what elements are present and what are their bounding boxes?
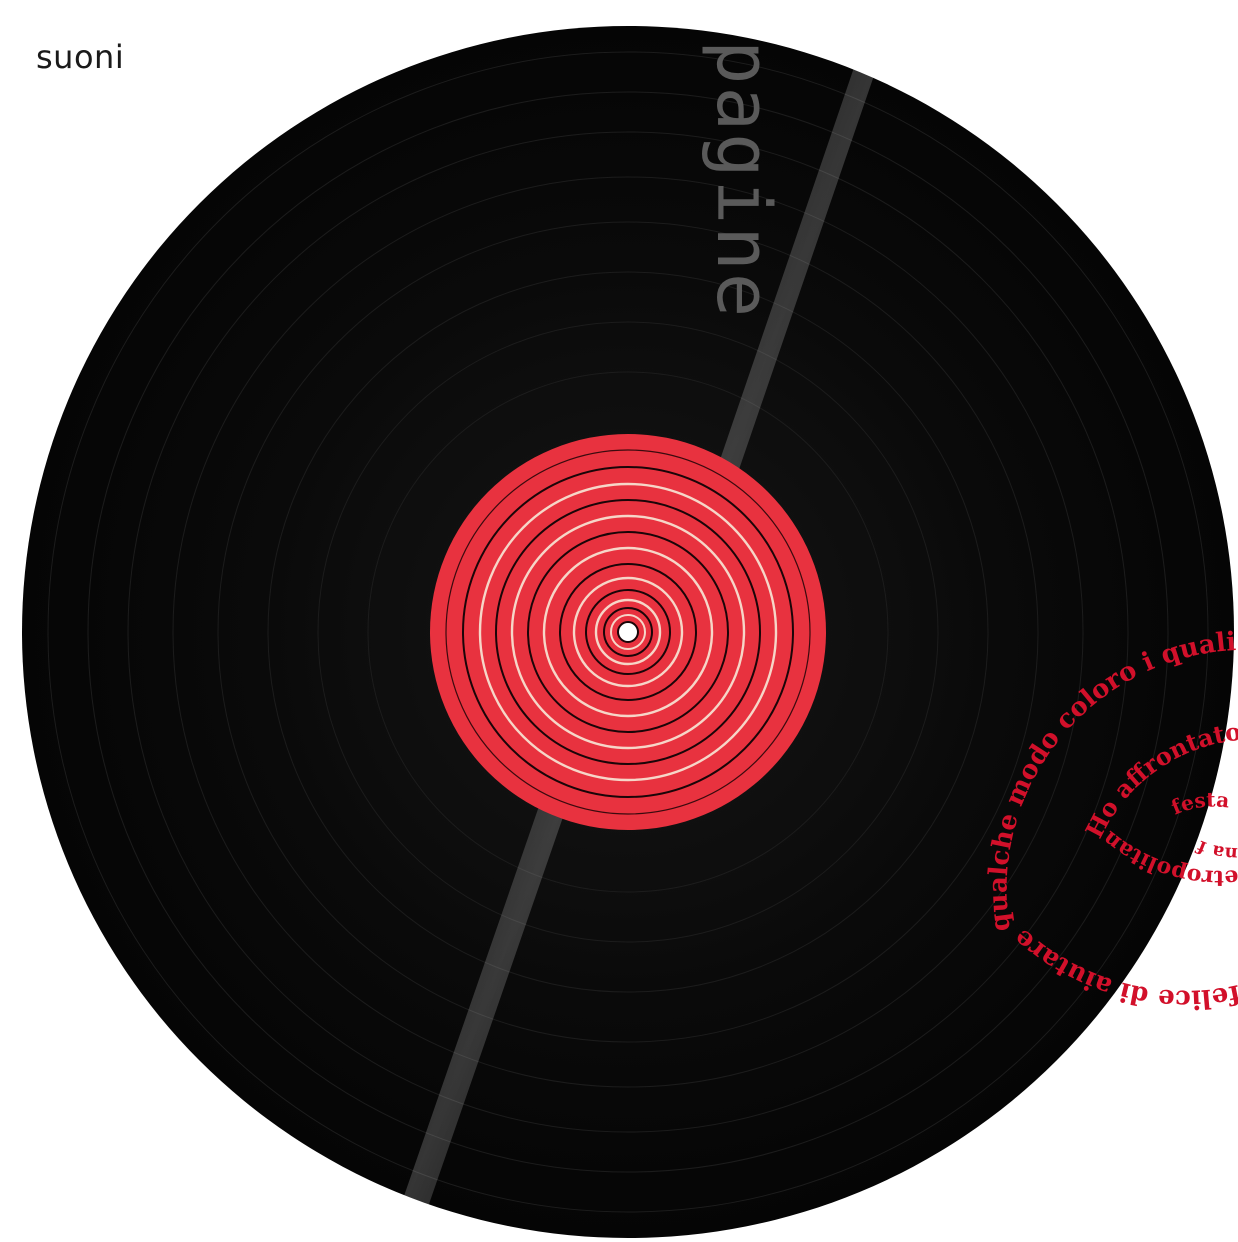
section-label: suoni [36, 38, 125, 76]
spindle-hole [617, 621, 639, 643]
brand-wordmark: pagine [700, 40, 786, 319]
label-rings [445, 449, 811, 815]
vinyl-grooves [47, 51, 1209, 1213]
